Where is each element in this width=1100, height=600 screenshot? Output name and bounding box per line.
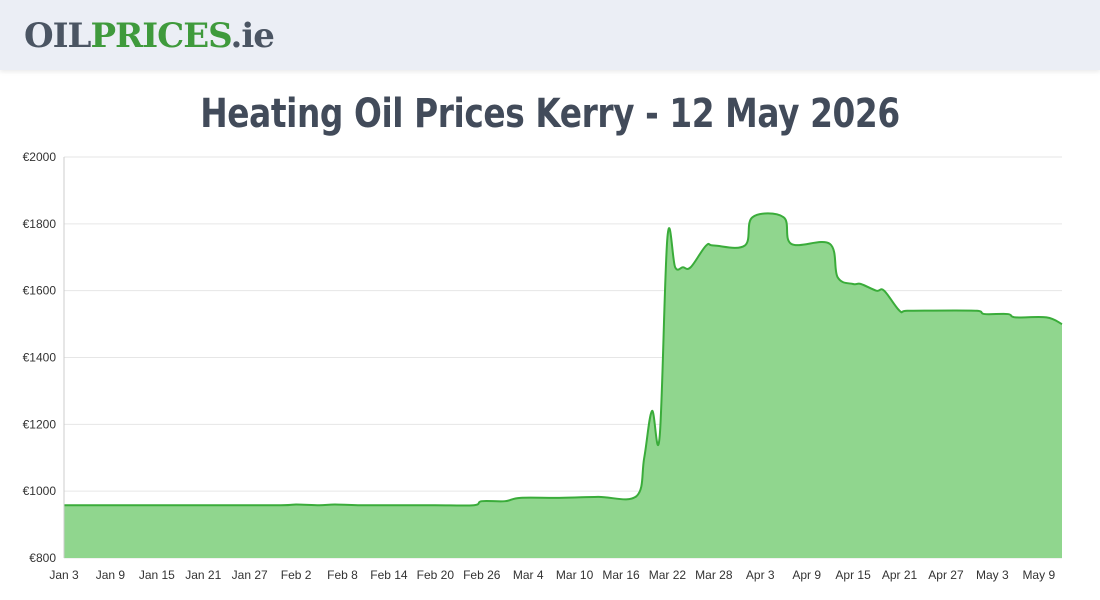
area-layer [64, 212, 1063, 558]
x-tick-label: Feb 2 [281, 568, 312, 582]
x-tick-label: Apr 15 [835, 568, 871, 582]
logo-text-prices: PRICES [90, 16, 231, 56]
x-tick-label: Mar 22 [649, 568, 687, 582]
x-tick-label: Mar 16 [602, 568, 640, 582]
x-tick-label: Jan 27 [232, 568, 268, 582]
page-title: Heating Oil Prices Kerry - 12 May 2026 [200, 91, 900, 137]
logo-text-oil: OIL [24, 16, 91, 56]
y-tick-label: €1400 [23, 351, 57, 365]
x-tick-label: Apr 9 [792, 568, 821, 582]
x-tick-label: Mar 10 [556, 568, 594, 582]
axis-layer: €800 €1000 €1200 €1400 €1600 €1800 €2000 Jan 3 J… [23, 150, 1056, 582]
x-tick-label: May 9 [1022, 568, 1055, 582]
y-tick-label: €1800 [23, 217, 57, 231]
x-tick-label: May 3 [976, 568, 1009, 582]
logo-text-domain: .ie [230, 16, 274, 56]
x-tick-label: Feb 26 [463, 568, 501, 582]
x-tick-label: Jan 3 [49, 568, 79, 582]
y-tick-label: €1000 [23, 484, 57, 498]
y-tick-label: €1200 [23, 417, 57, 431]
y-tick-label: €800 [29, 551, 56, 565]
x-tick-label: Apr 3 [746, 568, 775, 582]
x-tick-label: Feb 14 [370, 568, 408, 582]
site-logo[interactable]: OILPRICES.ie [24, 16, 275, 56]
x-tick-label: Feb 20 [417, 568, 455, 582]
x-tick-label: Feb 8 [327, 568, 358, 582]
x-tick-label: Apr 21 [882, 568, 918, 582]
price-area-fill [64, 213, 1062, 558]
x-tick-label: Jan 9 [96, 568, 126, 582]
x-tick-label: Jan 21 [185, 568, 221, 582]
x-tick-label: Mar 4 [513, 568, 544, 582]
x-tick-label: Apr 27 [928, 568, 964, 582]
y-tick-label: €2000 [23, 150, 57, 164]
site-header: OILPRICES.ie [0, 0, 1100, 70]
x-tick-label: Mar 28 [695, 568, 733, 582]
y-tick-label: €1600 [23, 284, 57, 298]
price-series-line [64, 212, 1063, 507]
x-tick-label: Jan 15 [139, 568, 175, 582]
